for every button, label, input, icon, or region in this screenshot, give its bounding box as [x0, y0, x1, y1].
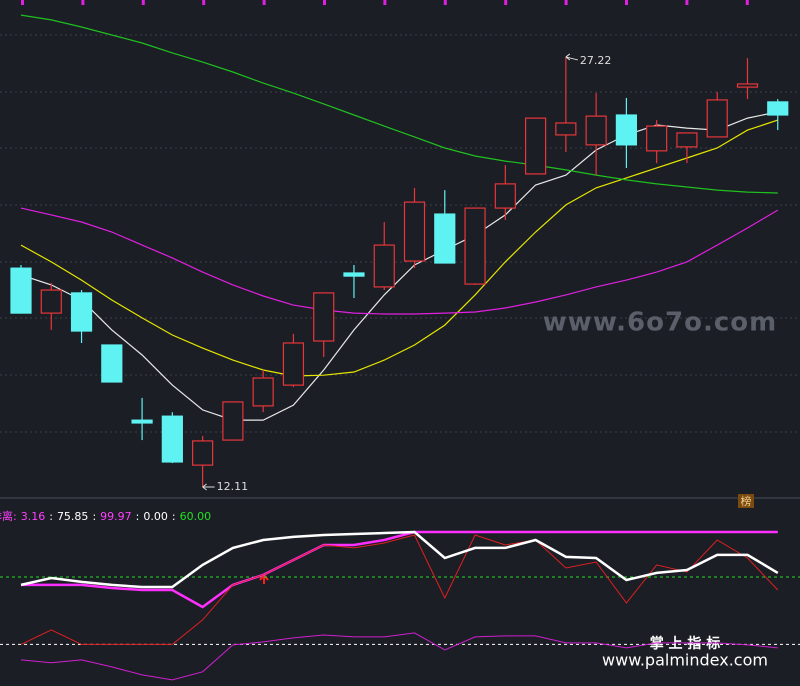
- candle-body: [676, 132, 698, 148]
- candle-body: [313, 292, 335, 342]
- candle-body: [615, 114, 638, 146]
- candle-body: [767, 101, 789, 116]
- candle-body: [585, 115, 607, 146]
- top-tick: [141, 0, 145, 5]
- max-pointer: [565, 53, 578, 61]
- legend-value: 75.85: [57, 510, 89, 523]
- candle-body: [706, 99, 728, 138]
- moving-average: [20, 14, 778, 194]
- candle-body: [464, 207, 486, 285]
- candle-body: [40, 289, 62, 314]
- indicator-line: [20, 534, 779, 645]
- top-tick: [81, 0, 85, 5]
- legend-value: 99.97: [100, 510, 132, 523]
- legend-value: 3.16: [21, 510, 46, 523]
- candle-body: [373, 244, 395, 288]
- max-label: 27.22: [580, 54, 612, 67]
- legend-value: 60.00: [180, 510, 212, 523]
- candle-body: [403, 201, 426, 262]
- top-tick: [564, 0, 568, 5]
- top-tick: [685, 0, 689, 5]
- top-tick: [745, 0, 749, 5]
- candle-body: [524, 117, 547, 175]
- separator: :: [172, 510, 176, 523]
- watermark: 掌 上 指 标: [650, 635, 721, 652]
- candle-body: [736, 83, 759, 88]
- min-label: 12.11: [217, 480, 249, 493]
- separator: :: [136, 510, 140, 523]
- indicator-legend: 乖离:3.16:75.85:99.97:0.00:60.00: [0, 509, 211, 523]
- candle-body: [343, 272, 365, 277]
- candle-body: [646, 125, 668, 152]
- top-tick: [21, 0, 24, 5]
- top-tick: [625, 0, 628, 5]
- top-tick: [202, 0, 206, 5]
- indicator-line: [20, 632, 778, 681]
- watermark: www.palmindex.com: [602, 651, 768, 670]
- moving-average: [20, 119, 778, 377]
- top-tick: [504, 0, 508, 5]
- candle-body: [70, 292, 93, 332]
- candle-body: [252, 377, 274, 407]
- candle-body: [222, 401, 244, 441]
- top-tick: [323, 0, 326, 5]
- top-tick: [262, 0, 266, 5]
- indicator-line: [20, 530, 779, 589]
- candle-body: [10, 267, 32, 314]
- separator: :: [92, 510, 96, 523]
- indicator-title: 乖离:: [0, 509, 17, 523]
- indicator-line: [21, 530, 778, 609]
- candle-body: [434, 213, 456, 264]
- min-pointer: [202, 483, 215, 491]
- badge-bg: [738, 494, 754, 508]
- candle-body: [161, 415, 183, 463]
- watermark: www.6o7o.com: [543, 308, 777, 338]
- candle-body: [101, 344, 123, 383]
- top-ticks: [21, 0, 749, 5]
- top-tick: [383, 0, 387, 5]
- moving-average: [20, 111, 778, 421]
- candle-body: [282, 342, 305, 386]
- top-tick: [443, 0, 447, 5]
- candle-body: [494, 183, 516, 209]
- legend-value: 0.00: [143, 510, 168, 523]
- candle-body: [555, 122, 577, 136]
- grid: [0, 34, 800, 433]
- badge: 榜: [741, 494, 752, 508]
- candle-body: [192, 440, 214, 466]
- candle-body: [131, 419, 153, 424]
- moving-average: [20, 207, 779, 315]
- separator: :: [49, 510, 53, 523]
